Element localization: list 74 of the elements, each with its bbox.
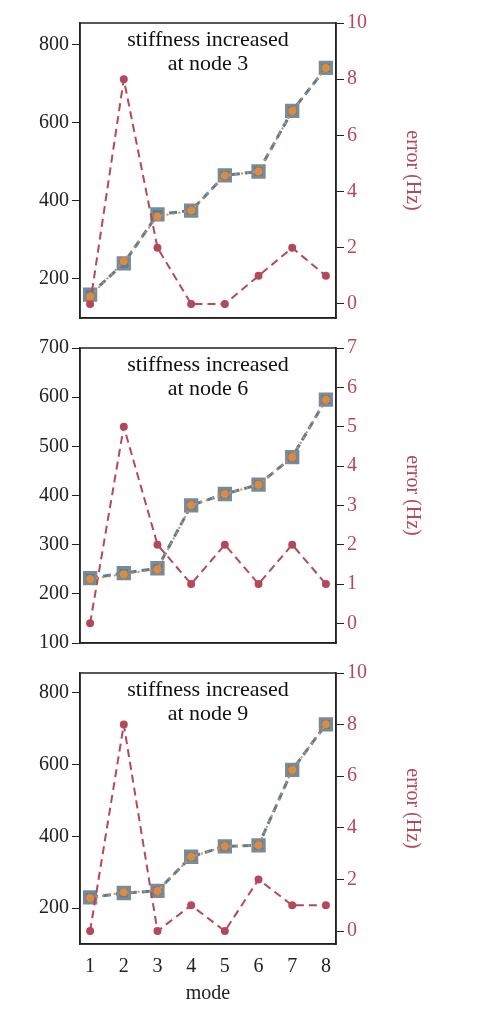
y2-axis-title: error (Hz) [401,130,425,211]
point [254,875,263,884]
y2-tick-label: 0 [347,610,357,633]
y2-tick-label: 2 [347,866,357,889]
y2-tick-label: 6 [347,763,357,786]
point [288,243,297,252]
x-tick-label: 1 [85,954,96,977]
point [86,299,95,308]
y-tick-label: 200 [39,581,69,604]
y2-tick-label: 6 [347,122,357,145]
point [220,299,229,308]
y2-tick-label: 7 [347,335,357,358]
point [86,927,95,936]
point [254,580,263,588]
y2-tick-label: 10 [347,10,367,33]
point [187,299,196,308]
y2-tick-label: 1 [347,571,357,594]
y-tick-label: 300 [39,531,69,554]
point [220,540,229,549]
text: stiffness increased at node 9 [127,675,289,725]
y2-tick-label: 4 [347,815,357,838]
y-tick-label: 400 [39,188,69,211]
x-tick-label: 3 [152,954,163,977]
y2-axis-title: error (Hz) [401,768,425,849]
y-tick-label: 600 [39,109,69,132]
point [119,75,128,84]
point [187,901,196,910]
y2-tick-label: 2 [347,235,357,258]
point [288,540,297,549]
point [153,540,162,549]
point [321,901,330,910]
y2-axis-title: error (Hz) [401,455,425,536]
x-tick-label: 2 [118,954,129,977]
y2-tick-label: 3 [347,492,357,515]
y2-tick-label: 6 [347,374,357,397]
x-tick-label: 7 [287,954,298,977]
point [288,901,297,910]
point [86,619,95,628]
y-tick-label: 600 [39,384,69,407]
text: stiffness increased at node 3 [127,25,289,75]
text: stiffness increased at node 6 [127,350,289,400]
y2-tick-label: 2 [347,531,357,554]
x-tick-label: 8 [320,954,331,977]
y-tick-label: 200 [39,266,69,289]
y2-tick-label: 0 [347,918,357,941]
y2-tick-label: 8 [347,66,357,89]
y-tick-label: 400 [39,823,69,846]
point [220,927,229,936]
point [321,580,330,588]
x-axis-title: mode [185,981,231,1004]
y-tick-label: 800 [39,679,69,702]
y-tick-label: 700 [39,335,69,358]
point [119,422,128,431]
x-tick-label: 6 [253,954,264,977]
point [254,271,263,280]
point [187,580,196,588]
y2-tick-label: 4 [347,453,357,476]
y2-tick-label: 0 [347,291,357,314]
y2-tick-label: 4 [347,178,357,201]
x-tick-label: 5 [219,954,230,977]
x-tick-label: 4 [186,954,197,977]
point [321,271,330,280]
y-tick-label: 600 [39,751,69,774]
y2-tick-label: 10 [347,660,367,683]
point [153,243,162,252]
point [119,720,128,729]
y-tick-label: 800 [39,31,69,54]
y2-tick-label: 5 [347,413,357,436]
y-tick-label: 400 [39,482,69,505]
y-tick-label: 200 [39,895,69,918]
point [153,927,162,936]
y-tick-label: 500 [39,433,69,456]
y2-tick-label: 8 [347,711,357,734]
y-tick-label: 100 [39,630,69,653]
